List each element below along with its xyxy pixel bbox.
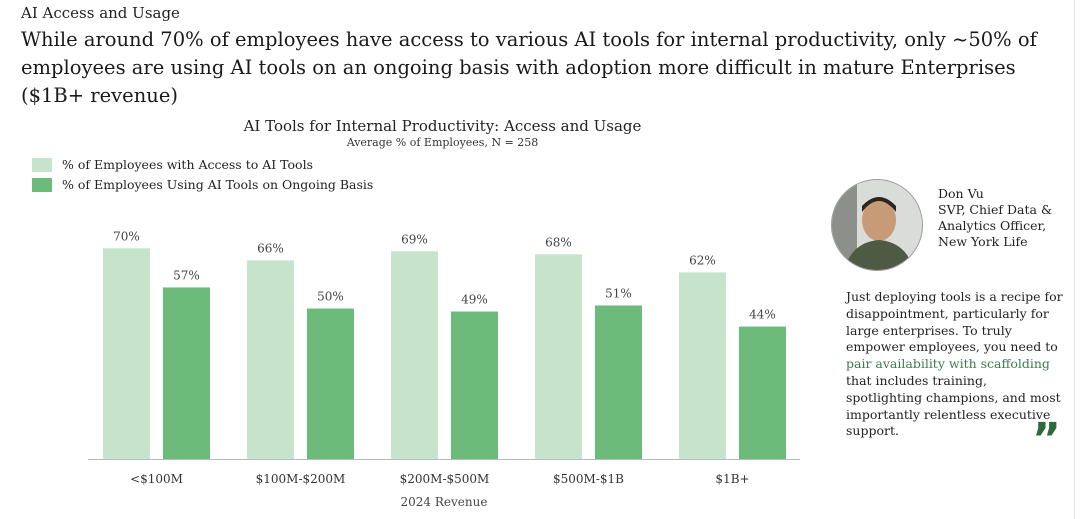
bar-usage xyxy=(307,308,354,459)
legend-label-usage: % of Employees Using AI Tools on Ongoing… xyxy=(62,177,374,192)
x-tick-label: $1B+ xyxy=(715,472,749,486)
bar-access xyxy=(103,248,150,459)
person-name: Don Vu xyxy=(938,186,984,201)
x-tick-label: $500M-$1B xyxy=(553,472,624,486)
x-axis-label: 2024 Revenue xyxy=(401,495,488,509)
divider xyxy=(1074,0,1075,519)
quote-text: Just deploying tools is a recipe for dis… xyxy=(846,289,1066,440)
quote-part: Just deploying tools is a recipe for dis… xyxy=(846,289,1063,355)
bar-access xyxy=(391,251,438,459)
section-label: AI Access and Usage xyxy=(21,4,180,22)
data-label: 44% xyxy=(749,308,776,322)
data-label: 62% xyxy=(689,253,716,267)
headline: While around 70% of employees have acces… xyxy=(21,28,1037,107)
data-label: 69% xyxy=(401,232,428,246)
bar-access xyxy=(247,260,294,459)
x-tick-label: <$100M xyxy=(130,472,183,486)
x-tick-label: $100M-$200M xyxy=(256,472,346,486)
data-label: 51% xyxy=(605,286,632,300)
legend-item-usage: % of Employees Using AI Tools on Ongoing… xyxy=(32,177,373,192)
person-title-1: SVP, Chief Data & xyxy=(938,202,1053,217)
legend-item-access: % of Employees with Access to AI Tools xyxy=(32,157,313,172)
person-title-2: Analytics Officer, xyxy=(938,218,1047,233)
x-tick-label: $200M-$500M xyxy=(400,472,490,486)
chart-title: AI Tools for Internal Productivity: Acce… xyxy=(243,117,642,135)
legend-label-access: % of Employees with Access to AI Tools xyxy=(62,157,313,172)
quote-highlight: pair availability with scaffolding xyxy=(846,356,1050,372)
data-label: 68% xyxy=(545,235,572,249)
person-photo-icon xyxy=(832,180,922,270)
legend-swatch-access xyxy=(32,157,52,172)
bar-usage xyxy=(451,311,498,459)
bar-usage xyxy=(739,326,786,459)
bar-usage xyxy=(595,305,642,459)
person-info: Don Vu SVP, Chief Data & Analytics Offic… xyxy=(938,186,1052,250)
quote-mark-icon: ” xyxy=(1032,414,1061,465)
data-label: 57% xyxy=(173,268,200,282)
data-label: 70% xyxy=(113,229,140,243)
person-title-3: New York Life xyxy=(938,234,1028,249)
bar-usage xyxy=(163,287,210,459)
chart-subtitle: Average % of Employees, N = 258 xyxy=(346,136,539,149)
legend-swatch-usage xyxy=(32,177,52,192)
data-label: 66% xyxy=(257,241,284,255)
data-label: 49% xyxy=(461,293,488,307)
bar-access xyxy=(535,254,582,459)
quote-part: that includes training, spotlighting cha… xyxy=(846,372,1061,439)
data-label: 50% xyxy=(317,290,344,304)
bar-access xyxy=(679,272,726,459)
avatar xyxy=(831,179,923,271)
bar-chart: 70% 57% <$100M 66% 50% $100M-$200M 69% 49% $200M… xyxy=(88,229,800,509)
